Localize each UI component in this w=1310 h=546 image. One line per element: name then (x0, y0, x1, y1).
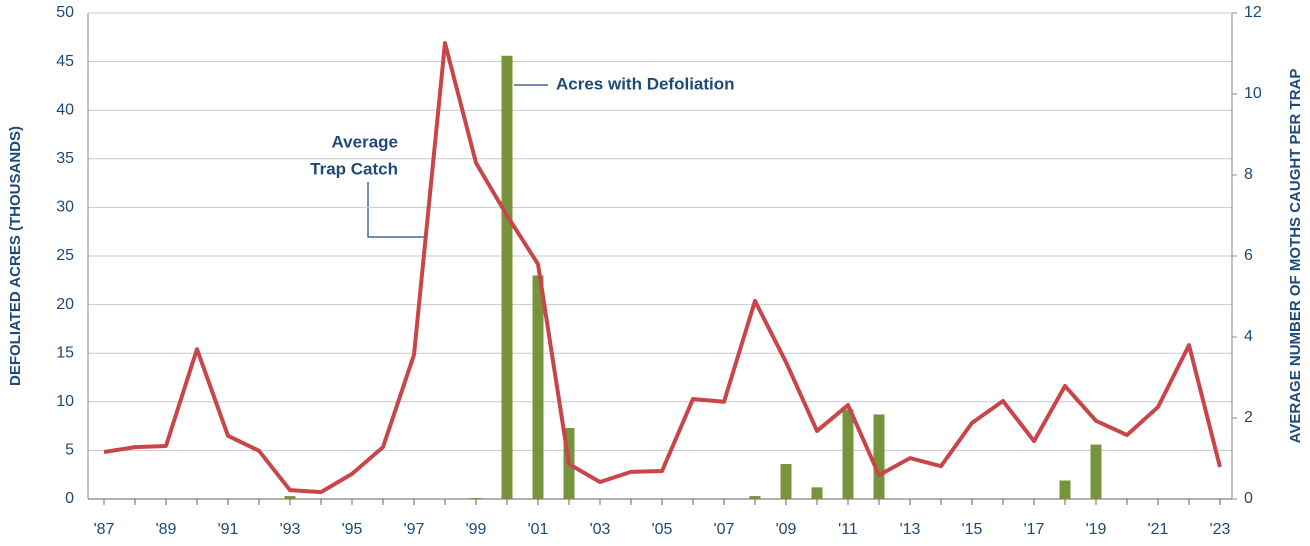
y-tick-label: 20 (56, 296, 74, 313)
x-tick-label: '13 (900, 521, 921, 538)
y2-axis-label: AVERAGE NUMBER OF MOTHS CAUGHT PER TRAP (1287, 69, 1304, 444)
x-tick-label: '17 (1024, 521, 1045, 538)
y2-tick-label: 0 (1244, 490, 1253, 507)
x-tick-label: '87 (94, 521, 115, 538)
x-tick-label: '99 (466, 521, 487, 538)
y-tick-label: 50 (56, 4, 74, 21)
x-tick-label: '95 (342, 521, 363, 538)
annotation: Acres with Defoliation (556, 74, 735, 93)
y-tick-label: 15 (56, 344, 74, 361)
x-tick-label: '19 (1086, 521, 1107, 538)
x-tick-label: '09 (776, 521, 797, 538)
annotation: Trap Catch (310, 159, 398, 178)
y2-tick-label: 6 (1244, 247, 1253, 264)
y-tick-label: 40 (56, 101, 74, 118)
x-tick-label: '01 (528, 521, 549, 538)
x-tick-label: '97 (404, 521, 425, 538)
y-tick-label: 45 (56, 53, 74, 70)
bar (532, 275, 544, 499)
y2-tick-label: 4 (1244, 328, 1253, 345)
y-tick-label: 30 (56, 199, 74, 216)
x-tick-label: '91 (218, 521, 239, 538)
y-tick-label: 5 (65, 442, 74, 459)
bar (873, 414, 885, 499)
y-tick-label: 35 (56, 150, 74, 167)
y-tick-label: 25 (56, 247, 74, 264)
x-tick-label: '23 (1210, 521, 1231, 538)
y-tick-label: 10 (56, 393, 74, 410)
x-tick-label: '03 (590, 521, 611, 538)
y2-tick-label: 12 (1244, 4, 1262, 21)
leader-line (367, 182, 425, 238)
bar (842, 409, 854, 499)
bar (780, 464, 792, 499)
bar (1059, 480, 1071, 499)
bar (749, 496, 761, 499)
x-tick-label: '05 (652, 521, 673, 538)
y2-tick-label: 8 (1244, 166, 1253, 183)
bar (501, 55, 513, 499)
y2-tick-label: 10 (1244, 85, 1262, 102)
bar (1090, 444, 1102, 499)
x-tick-label: '21 (1148, 521, 1169, 538)
x-tick-label: '11 (838, 521, 858, 538)
bar (284, 496, 296, 499)
x-tick-label: '93 (280, 521, 301, 538)
x-tick-label: '89 (156, 521, 177, 538)
line (103, 40, 1222, 495)
annotation: Average (332, 132, 398, 151)
y-tick-label: 0 (65, 490, 74, 507)
bar (470, 498, 482, 499)
bar (811, 487, 823, 499)
y2-tick-label: 2 (1244, 409, 1253, 426)
x-tick-label: '15 (962, 521, 983, 538)
x-tick-label: '07 (714, 521, 735, 538)
y-axis-label: DEFOLIATED ACRES (THOUSANDS) (7, 126, 24, 386)
